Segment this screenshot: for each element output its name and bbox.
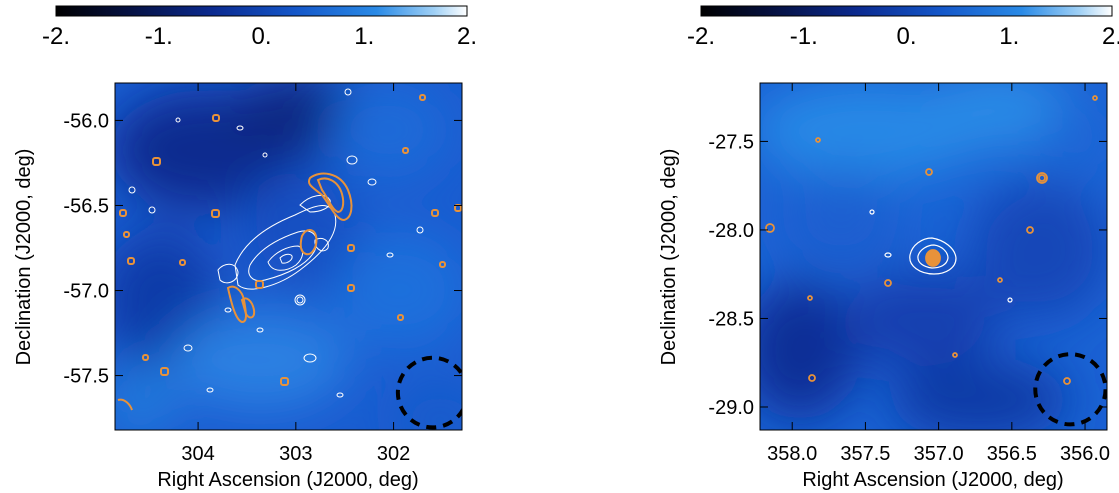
xray-contours-right (869, 209, 1013, 303)
radio-contours-left (117, 94, 462, 411)
colorbar-ticks-left: -2. -1. 0. 1. 2. (42, 23, 477, 50)
y-ticks-right: -27.5 -28.0 -28.5 -29.0 (708, 131, 1107, 419)
y-axis-label-left: Declination (J2000, deg) (13, 149, 35, 366)
heatmap-left (115, 83, 462, 430)
colorbar-tick-label: -1. (790, 23, 818, 50)
y-tick-label: -28.5 (708, 308, 754, 330)
x-tick-label: 357.5 (840, 443, 890, 465)
colorbar-ticks-right: -2. -1. 0. 1. 2. (687, 23, 1119, 50)
y-tick-label: -29.0 (708, 397, 754, 419)
x-tick-label: 303 (279, 443, 312, 465)
colorbar-left (55, 5, 468, 17)
colorbar-tick-label: -1. (145, 23, 173, 50)
beam-circle-left (395, 355, 462, 430)
colorbar-tick-label: 2. (1102, 23, 1119, 50)
colorbar-tick-label: -2. (687, 23, 715, 50)
y-tick-label: -57.5 (63, 366, 109, 388)
x-tick-label: 358.0 (767, 443, 817, 465)
y-tick-label: -56.5 (63, 195, 109, 217)
plot-frame-right (759, 82, 1108, 431)
y-tick-label: -27.5 (708, 131, 754, 153)
plot-frame-left (114, 82, 463, 431)
colorbar-tick-label: 0. (251, 23, 271, 50)
left-panel: -2. -1. 0. 1. 2. (13, 5, 477, 491)
beam-circle-right (1033, 352, 1107, 427)
x-tick-label: 302 (377, 443, 410, 465)
colorbar-tick-label: 1. (999, 23, 1019, 50)
y-tick-label: -57.0 (63, 281, 109, 303)
x-axis-label-left: Right Ascension (J2000, deg) (157, 469, 418, 491)
x-tick-label: 357.0 (914, 443, 964, 465)
x-ticks-left: 304 303 302 (181, 83, 410, 465)
right-panel: -2. -1. 0. 1. 2. (658, 5, 1119, 491)
radio-contours-right (765, 95, 1098, 385)
colorbar-tick-label: -2. (42, 23, 70, 50)
y-tick-label: -28.0 (708, 220, 754, 242)
xray-contours-left (128, 88, 424, 398)
x-axis-label-right: Right Ascension (J2000, deg) (802, 469, 1063, 491)
heatmap-right (760, 83, 1107, 430)
y-ticks-left: -56.0 -56.5 -57.0 -57.5 (63, 110, 462, 388)
y-tick-label: -56.0 (63, 110, 109, 132)
x-tick-label: 356.0 (1060, 443, 1110, 465)
y-axis-label-right: Declination (J2000, deg) (658, 149, 680, 366)
colorbar-tick-label: 1. (354, 23, 374, 50)
colorbar-tick-label: 2. (457, 23, 477, 50)
x-ticks-right: 358.0 357.5 357.0 356.5 356.0 (767, 83, 1110, 465)
x-tick-label: 304 (181, 443, 214, 465)
colorbar-right (700, 5, 1113, 17)
x-tick-label: 356.5 (987, 443, 1037, 465)
colorbar-tick-label: 0. (896, 23, 916, 50)
